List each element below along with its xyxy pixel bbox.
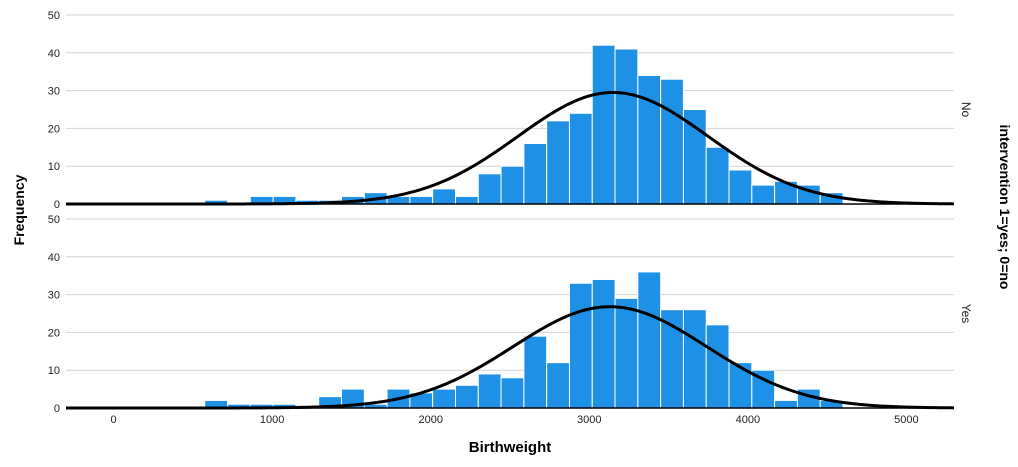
histogram-bar <box>705 146 730 205</box>
histogram-bar <box>568 112 593 205</box>
histogram-bar <box>637 271 662 409</box>
x-tick-label: 4000 <box>736 414 760 426</box>
histogram-bar <box>477 173 502 205</box>
panel-label: No <box>959 102 973 118</box>
histogram-bar <box>523 143 548 205</box>
y-tick-label: 20 <box>48 327 60 339</box>
x-tick-label: 0 <box>111 414 117 426</box>
histogram-bar <box>591 44 616 205</box>
x-tick-label: 1000 <box>260 414 284 426</box>
histogram-bar <box>546 120 570 205</box>
histogram-bar <box>500 377 525 409</box>
histogram-bar <box>637 74 662 205</box>
histogram-bar <box>568 282 593 409</box>
histogram-bar <box>728 362 753 409</box>
histogram-bar <box>705 324 730 409</box>
x-tick-label: 2000 <box>418 414 442 426</box>
histogram-bar <box>591 278 616 409</box>
y-tick-label: 50 <box>48 10 60 22</box>
x-tick-label: 3000 <box>577 414 601 426</box>
histogram-bar <box>614 297 639 409</box>
histogram-bar <box>682 309 707 409</box>
facet-title: intervention 1=yes; 0=no <box>997 125 1013 290</box>
panel-label: Yes <box>959 304 973 324</box>
y-tick-label: 50 <box>48 214 60 226</box>
histogram-bar <box>774 399 798 409</box>
histogram-bar <box>682 109 707 205</box>
histogram-bar <box>477 373 502 409</box>
y-axis-title: Frequency <box>11 174 27 245</box>
histogram-bar <box>454 384 479 409</box>
x-axis-title: Birthweight <box>469 439 552 456</box>
histogram-bar <box>660 78 684 205</box>
histogram-bar <box>614 48 639 205</box>
histogram-bar <box>523 335 548 409</box>
y-tick-label: 10 <box>48 365 60 377</box>
histogram-bar <box>751 184 776 205</box>
y-tick-label: 30 <box>48 86 60 98</box>
y-tick-label: 0 <box>54 403 60 415</box>
y-tick-label: 20 <box>48 123 60 135</box>
histogram-bar <box>432 188 456 205</box>
y-tick-label: 0 <box>54 199 60 211</box>
histogram-bar <box>409 195 434 205</box>
histogram-bar <box>454 195 479 205</box>
x-tick-label: 5000 <box>894 414 918 426</box>
histogram-bar <box>728 169 753 205</box>
histogram-bar <box>500 165 525 205</box>
histogram-bar <box>546 362 570 409</box>
y-tick-label: 30 <box>48 290 60 302</box>
y-tick-label: 40 <box>48 252 60 264</box>
histogram-bar <box>432 388 456 409</box>
y-tick-label: 10 <box>48 161 60 173</box>
y-tick-label: 40 <box>48 48 60 60</box>
